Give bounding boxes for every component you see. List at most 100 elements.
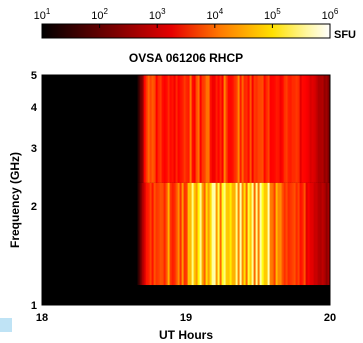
- heatmap-cell: [299, 182, 302, 286]
- colorbar-tick-label: 104: [206, 7, 223, 22]
- heatmap-cell: [281, 182, 284, 286]
- heatmap-cell: [227, 75, 230, 183]
- heatmap-cell: [321, 75, 324, 183]
- colorbar-tick-label: 106: [322, 7, 339, 22]
- heatmap-cell: [145, 75, 148, 183]
- colorbar-ticks: [41, 24, 331, 28]
- heatmap-cell: [211, 75, 214, 183]
- heatmap-cell: [183, 182, 186, 286]
- heatmap-cell: [209, 75, 212, 183]
- heatmap-cell: [273, 75, 276, 183]
- heatmap-cell: [247, 75, 250, 183]
- heatmap-cell: [265, 75, 268, 183]
- heatmap-cell: [211, 182, 214, 286]
- heatmap-cell: [139, 75, 142, 183]
- heatmap-cell: [175, 75, 178, 183]
- heatmap-cell: [213, 75, 216, 183]
- heatmap-cell: [159, 182, 162, 286]
- heatmap-cell: [265, 182, 268, 286]
- heatmap-cell: [203, 75, 206, 183]
- heatmap-cell: [149, 182, 152, 286]
- heatmap-cell: [169, 75, 172, 183]
- heatmap-cell: [323, 75, 326, 183]
- heatmap-cell: [195, 182, 198, 286]
- heatmap-cell: [221, 75, 224, 183]
- heatmap-cell: [321, 182, 324, 286]
- heatmap-cell: [153, 182, 156, 286]
- heatmap-cell: [239, 75, 242, 183]
- heatmap-cell: [137, 75, 140, 183]
- x-tick-label: 19: [180, 312, 192, 324]
- heatmap-cell: [181, 75, 184, 183]
- colorbar-tick-label: 105: [264, 7, 281, 22]
- y-axis-label: Frequency (GHz): [8, 152, 22, 248]
- heatmap-cell: [193, 182, 196, 286]
- colorbar-tick-labels: 101 102 103 104 105 106: [34, 7, 339, 22]
- heatmap-cell: [287, 75, 290, 183]
- heatmap-cell: [183, 75, 186, 183]
- heatmap-cell: [155, 75, 158, 183]
- heatmap-cell: [219, 75, 222, 183]
- heatmap-cell: [319, 75, 322, 183]
- heatmap-cell: [187, 75, 190, 183]
- heatmap-cell: [151, 75, 154, 183]
- heatmap-cell: [221, 182, 224, 286]
- heatmap-cell: [327, 182, 330, 286]
- heatmap-cell: [147, 75, 150, 183]
- heatmap-cell: [291, 75, 294, 183]
- heatmap-cell: [279, 182, 282, 286]
- heatmap-cell: [245, 182, 248, 286]
- heatmap-cell: [311, 182, 314, 286]
- heatmap-cell: [139, 182, 142, 286]
- heatmap-cells: [135, 75, 330, 286]
- heatmap-cell: [179, 75, 182, 183]
- x-axis-label: UT Hours: [159, 328, 213, 342]
- heatmap-cell: [251, 75, 254, 183]
- heatmap-cell: [189, 75, 192, 183]
- heatmap-cell: [319, 182, 322, 286]
- heatmap-cell: [235, 182, 238, 286]
- heatmap-cell: [215, 75, 218, 183]
- heatmap-cell: [271, 75, 274, 183]
- heatmap-cell: [229, 182, 232, 286]
- heatmap-cell: [161, 182, 164, 286]
- heatmap-cell: [135, 75, 138, 183]
- heatmap-cell: [307, 182, 310, 286]
- y-axis-ticks: 1 2 3 4 5: [31, 70, 46, 312]
- heatmap-cell: [277, 75, 280, 183]
- heatmap-cell: [293, 75, 296, 183]
- heatmap-cell: [167, 75, 170, 183]
- heatmap-cell: [185, 75, 188, 183]
- heatmap-cell: [201, 75, 204, 183]
- colorbar-tick-label: 101: [34, 7, 51, 22]
- heatmap-cell: [297, 75, 300, 183]
- heatmap-cell: [317, 182, 320, 286]
- heatmap-cell: [309, 182, 312, 286]
- heatmap-cell: [171, 75, 174, 183]
- heatmap-cell: [241, 75, 244, 183]
- heatmap-cell: [231, 182, 234, 286]
- heatmap-cell: [189, 182, 192, 286]
- y-tick-label: 2: [31, 201, 37, 213]
- heatmap-cell: [291, 182, 294, 286]
- heatmap-cell: [255, 182, 258, 286]
- heatmap-cell: [259, 182, 262, 286]
- heatmap-cell: [259, 75, 262, 183]
- heatmap-cell: [159, 75, 162, 183]
- colorbar-unit: SFU: [334, 29, 356, 41]
- heatmap-cell: [315, 75, 318, 183]
- heatmap-cell: [171, 182, 174, 286]
- heatmap-cell: [257, 75, 260, 183]
- heatmap-cell: [201, 182, 204, 286]
- heatmap-cell: [233, 182, 236, 286]
- heatmap-cell: [141, 75, 144, 183]
- heatmap-cell: [199, 182, 202, 286]
- heatmap-cell: [327, 75, 330, 183]
- heatmap-cell: [145, 182, 148, 286]
- heatmap-cell: [275, 182, 278, 286]
- heatmap-cell: [285, 75, 288, 183]
- heatmap-cell: [199, 75, 202, 183]
- heatmap-cell: [323, 182, 326, 286]
- heatmap-cell: [191, 182, 194, 286]
- heatmap-cell: [137, 182, 140, 286]
